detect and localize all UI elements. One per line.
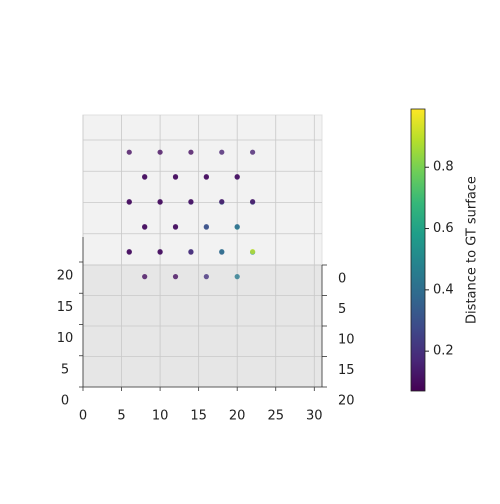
x-tick-label: 5 (117, 409, 125, 424)
z-tick-label: 5 (61, 362, 69, 377)
point (172, 174, 179, 180)
y-tick-label: 0 (338, 272, 346, 287)
point (219, 249, 225, 255)
point (188, 249, 194, 255)
point (203, 274, 209, 280)
point (234, 174, 240, 180)
z-tick-label: 15 (57, 300, 74, 315)
z-tick-label: 10 (57, 331, 74, 346)
colorbar: 0.2 0.4 0.6 0.8 (410, 108, 454, 392)
point (157, 249, 163, 255)
y-tick-label: 20 (338, 394, 355, 409)
axes-3d: 0 5 10 15 20 25 30 0 5 10 15 20 0 5 10 15 20 (57, 114, 355, 424)
point (250, 249, 256, 255)
y-tick-label: 5 (338, 302, 346, 317)
point (126, 149, 132, 155)
x-tick-label: 10 (152, 409, 169, 424)
back-pane (82, 114, 323, 266)
point (142, 274, 148, 280)
point (188, 199, 194, 205)
x-tick-label: 15 (190, 409, 207, 424)
point (142, 174, 148, 180)
y-tick-label: 15 (338, 363, 355, 378)
point (142, 224, 148, 230)
x-tick-label: 30 (306, 409, 323, 424)
point (126, 199, 132, 205)
x-tick-label: 0 (79, 409, 87, 424)
colorbar-gradient (410, 108, 426, 392)
point (188, 149, 194, 155)
x-tick-label: 20 (229, 409, 246, 424)
colorbar-tick-label: 0.4 (433, 282, 454, 297)
colorbar-tick-label: 0.2 (433, 344, 454, 359)
colorbar-tick-label: 0.8 (433, 160, 454, 175)
point (219, 199, 225, 205)
colorbar-tick-label: 0.6 (433, 221, 454, 236)
point (203, 224, 209, 230)
point (234, 224, 240, 230)
point (203, 174, 209, 180)
z-tick-label: 0 (61, 394, 69, 409)
z-tick-label: 20 (57, 269, 74, 284)
point (126, 249, 132, 255)
point (172, 274, 179, 280)
y-tick-label: 10 (338, 333, 355, 348)
point (250, 149, 256, 155)
point (172, 224, 179, 230)
colorbar-label: Distance to GT surface (465, 176, 480, 324)
point (157, 149, 163, 155)
point (234, 274, 240, 280)
point (219, 149, 225, 155)
point (250, 199, 256, 205)
x-tick-label: 25 (267, 409, 284, 424)
point (157, 199, 163, 205)
